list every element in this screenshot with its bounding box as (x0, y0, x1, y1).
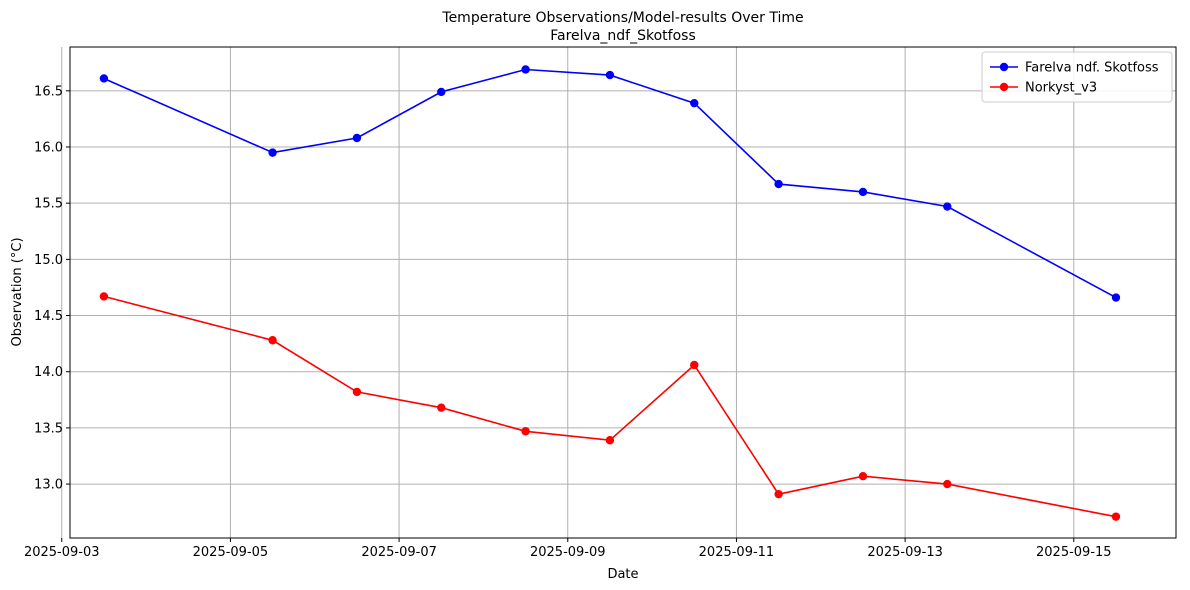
legend-label-1: Norkyst_v3 (1025, 81, 1097, 96)
series-1-point (774, 489, 783, 499)
chart-title: Temperature Observations/Model-results O… (441, 10, 803, 26)
x-tick-label: 2025-09-13 (867, 545, 943, 560)
series-1-point (437, 403, 446, 412)
series-0-point (268, 148, 277, 157)
series-0-point (943, 202, 952, 211)
series-0-point (858, 187, 868, 197)
series-0-point (774, 179, 783, 189)
y-tick-label: 13.5 (34, 421, 63, 436)
series-1-point (352, 387, 362, 397)
series-1-point (943, 479, 952, 489)
series-1-point (858, 472, 868, 481)
legend-label-0: Farelva ndf. Skotfoss (1025, 61, 1159, 76)
legend-box (981, 51, 1173, 103)
series-0-point (605, 70, 615, 80)
y-tick-label: 16.5 (34, 84, 63, 99)
y-tick-label: 13.0 (34, 478, 63, 493)
series-1-point (605, 436, 615, 445)
series-1-point (1111, 512, 1121, 521)
y-axis-ticks: 13.0 13.5 14.0 14.5 15.0 15.5 16.0 16.5 (34, 84, 70, 493)
legend-marker-0 (999, 62, 1009, 72)
series-0-point (690, 98, 699, 108)
y-tick-label: 15.5 (34, 197, 63, 212)
series-0-point (1111, 293, 1121, 302)
series-0-point (352, 133, 362, 143)
series-1-point (521, 427, 530, 436)
series-0-point (437, 87, 446, 97)
chart-subtitle: Farelva_ndf_Skotfoss (550, 28, 695, 44)
y-tick-label: 14.0 (34, 365, 63, 380)
x-axis-label: Date (607, 567, 638, 582)
x-tick-label: 2025-09-11 (699, 545, 775, 560)
series-0-point (521, 65, 530, 74)
series-line-0 (103, 68, 1117, 299)
y-tick-label: 15.0 (34, 253, 63, 268)
y-axis-label: Observation (°C) (10, 237, 25, 346)
x-tick-label: 2025-09-07 (361, 545, 437, 560)
x-axis-ticks: 2025-09-03 2025-09-05 2025-09-07 2025-09-09… (24, 538, 1112, 560)
y-tick-label: 16.0 (34, 140, 63, 155)
x-tick-label: 2025-09-09 (530, 545, 606, 560)
plot-frame (69, 46, 1177, 539)
grid-lines (61, 47, 1176, 538)
series-0-point (99, 74, 109, 83)
series-1-point (99, 292, 109, 301)
y-tick-label: 14.5 (34, 309, 63, 324)
x-tick-label: 2025-09-15 (1036, 545, 1112, 560)
series-layer (99, 65, 1121, 521)
x-tick-label: 2025-09-05 (193, 545, 269, 560)
x-tick-label: 2025-09-03 (24, 545, 100, 560)
series-1-point (690, 360, 699, 370)
legend: Farelva ndf. Skotfoss Norkyst_v3 (981, 51, 1173, 103)
legend-marker-1 (999, 82, 1009, 92)
series-1-point (268, 336, 277, 345)
